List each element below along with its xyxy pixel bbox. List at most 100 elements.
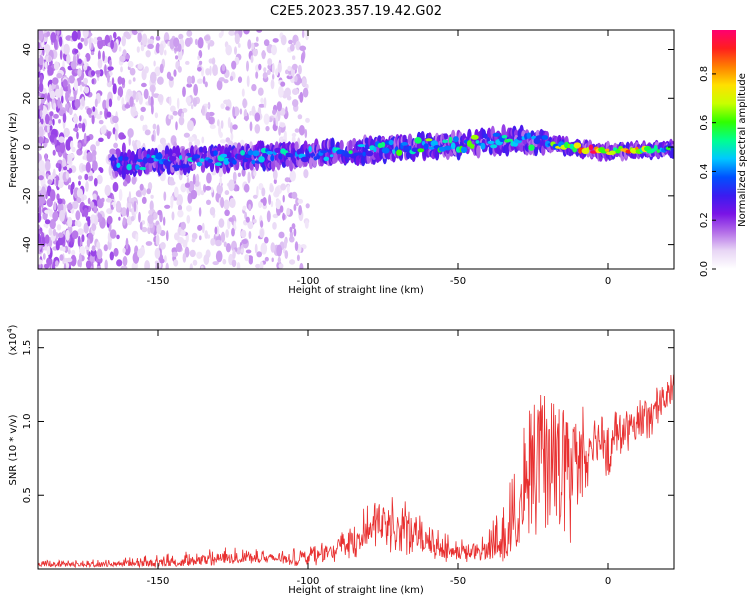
snr-series: [38, 374, 674, 569]
heatmap-speckle: [175, 121, 178, 131]
heatmap-speckle: [278, 85, 284, 98]
heatmap-speckle: [254, 243, 258, 254]
y-tick-label: 40: [22, 43, 33, 56]
heatmap-speckle: [159, 258, 165, 264]
heatmap-ridge-core: [480, 142, 486, 150]
heatmap-speckle: [218, 218, 225, 228]
heatmap-speckle: [47, 123, 50, 134]
heatmap-speckle: [146, 188, 151, 195]
heatmap-speckle: [122, 256, 128, 267]
heatmap-ridge-core: [469, 143, 475, 149]
heatmap-speckle: [40, 186, 46, 198]
heatmap-ridge-core: [380, 141, 386, 148]
heatmap-speckle: [186, 75, 193, 85]
heatmap-speckle: [108, 164, 113, 177]
heatmap-speckle: [52, 261, 56, 269]
heatmap-speckle: [38, 66, 41, 73]
heatmap-ridge-halo: [379, 145, 384, 159]
heatmap-speckle: [277, 256, 281, 264]
heatmap-ridge-core: [213, 150, 218, 157]
heatmap-speckle: [278, 231, 285, 239]
heatmap-speckle: [137, 248, 144, 259]
heatmap-speckle: [70, 60, 77, 70]
heatmap-speckle: [203, 184, 207, 193]
heatmap-speckle: [78, 122, 83, 129]
heatmap-speckle: [302, 78, 307, 87]
heatmap-speckle: [259, 261, 264, 269]
heatmap-speckle: [254, 124, 261, 134]
heatmap-ridge-core: [182, 164, 190, 168]
heatmap-speckle: [91, 78, 95, 85]
heatmap-ridge-halo: [361, 154, 366, 167]
colorbar-tick-label: 0.6: [699, 115, 710, 131]
heatmap-speckle: [189, 249, 196, 258]
heatmap-speckle: [151, 134, 155, 142]
heatmap-speckle: [52, 118, 55, 126]
heatmap-ridge-core: [348, 150, 353, 155]
heatmap-speckle: [183, 132, 190, 138]
heatmap-speckle: [286, 75, 293, 80]
heatmap-ridge-core: [401, 142, 408, 146]
heatmap-speckle: [228, 30, 236, 36]
heatmap-speckle: [38, 153, 42, 163]
heatmap-speckle: [133, 200, 137, 212]
heatmap-speckle: [98, 137, 104, 142]
heatmap-speckle: [263, 97, 267, 109]
heatmap-speckle: [39, 74, 43, 85]
heatmap-speckle: [38, 118, 41, 124]
heatmap-speckle: [289, 259, 296, 265]
heatmap-speckle: [278, 126, 281, 136]
heatmap-speckle: [44, 44, 51, 53]
heatmap-speckle: [168, 96, 172, 106]
heatmap-speckle: [53, 168, 56, 178]
heatmap-ridge-core: [388, 139, 394, 146]
heatmap-speckle: [46, 257, 53, 266]
heatmap-speckle: [66, 164, 70, 170]
heatmap-speckle: [230, 132, 234, 141]
heatmap-speckle: [62, 246, 66, 252]
heatmap-speckle: [113, 247, 119, 257]
heatmap-speckle: [78, 180, 81, 186]
heatmap-speckle: [237, 76, 243, 83]
heatmap-speckle: [292, 55, 296, 60]
heatmap-speckle: [263, 67, 267, 73]
heatmap-speckle: [140, 106, 146, 112]
heatmap-speckle: [255, 36, 259, 42]
heatmap-speckle: [135, 93, 139, 103]
heatmap-speckle: [172, 110, 178, 116]
heatmap-ridge-halo: [348, 139, 353, 153]
heatmap-speckle: [105, 197, 112, 203]
heatmap-ridge-core: [501, 134, 508, 139]
heatmap-speckle: [140, 44, 145, 52]
heatmap-speckle: [111, 77, 115, 86]
heatmap-ridge-core: [526, 132, 531, 139]
heatmap-speckle: [219, 176, 222, 186]
heatmap-speckle: [272, 213, 279, 219]
spectrogram-frame: [37, 29, 675, 270]
heatmap-speckle: [45, 160, 51, 172]
heatmap-ridge-core: [274, 147, 282, 153]
heatmap-speckle: [73, 79, 78, 91]
heatmap-speckle: [170, 115, 174, 120]
heatmap-speckle: [132, 77, 136, 82]
heatmap-ridge-core: [186, 152, 192, 157]
heatmap-speckle: [113, 31, 117, 39]
heatmap-ridge-core: [327, 149, 331, 153]
heatmap-speckle: [284, 177, 291, 183]
heatmap-speckle: [52, 77, 59, 85]
heatmap-speckle: [237, 172, 241, 177]
heatmap-speckle: [274, 186, 280, 197]
heatmap-speckle: [299, 262, 304, 269]
heatmap-speckle: [103, 244, 109, 252]
heatmap-speckle: [269, 184, 274, 193]
x-tick-label: 0: [605, 576, 611, 587]
heatmap-ridge-core: [258, 156, 265, 163]
heatmap-speckle: [231, 259, 237, 268]
heatmap-speckle: [229, 122, 233, 134]
heatmap-speckle: [59, 36, 63, 47]
heatmap-ridge-halo: [294, 141, 299, 152]
heatmap-speckle: [133, 142, 137, 151]
heatmap-speckle: [154, 66, 161, 77]
heatmap-ridge-halo: [285, 158, 290, 167]
heatmap-speckle: [91, 114, 95, 125]
